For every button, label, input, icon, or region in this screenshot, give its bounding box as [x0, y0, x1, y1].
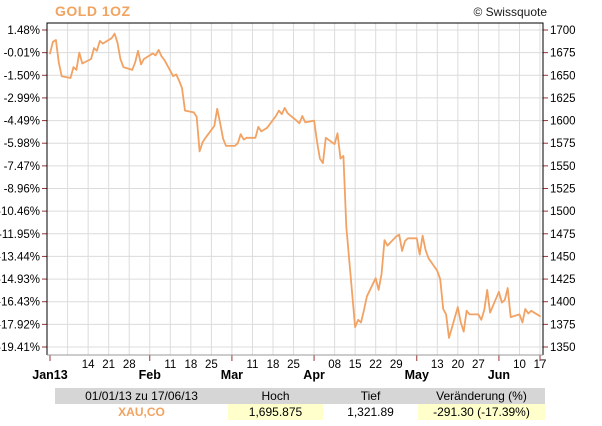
summary-value-row: XAU,CO 1,695.875 1,321.89 -291.30 (-17.3… [55, 404, 545, 420]
svg-text:1400: 1400 [550, 297, 576, 309]
svg-text:1450: 1450 [550, 251, 576, 263]
svg-text:-13.44%: -13.44% [0, 251, 40, 263]
chart-title: GOLD 1OZ [55, 3, 131, 19]
svg-text:Apr: Apr [303, 368, 325, 382]
svg-text:18: 18 [184, 359, 197, 371]
svg-text:1550: 1550 [550, 161, 576, 173]
svg-text:Mar: Mar [221, 368, 243, 382]
svg-text:21: 21 [102, 359, 115, 371]
change-value: -291.30 (-17.39%) [418, 404, 545, 420]
svg-text:-0.01%: -0.01% [4, 48, 40, 60]
svg-text:-8.96%: -8.96% [4, 184, 40, 196]
svg-text:1525: 1525 [550, 184, 576, 196]
svg-text:15: 15 [349, 359, 362, 371]
svg-text:08: 08 [328, 359, 341, 371]
svg-text:-4.49%: -4.49% [4, 116, 40, 128]
low-value: 1,321.89 [347, 405, 394, 419]
svg-text:10: 10 [513, 359, 526, 371]
svg-text:-19.41%: -19.41% [0, 342, 40, 354]
svg-text:1475: 1475 [550, 229, 576, 241]
svg-text:1700: 1700 [550, 25, 576, 37]
svg-text:-1.50%: -1.50% [4, 70, 40, 82]
low-label: Tief [323, 388, 418, 404]
svg-text:-10.46%: -10.46% [0, 206, 40, 218]
svg-text:-2.99%: -2.99% [4, 93, 40, 105]
svg-text:-5.98%: -5.98% [4, 138, 40, 150]
svg-text:-11.95%: -11.95% [0, 229, 40, 241]
svg-text:1425: 1425 [550, 274, 576, 286]
svg-text:14: 14 [82, 359, 95, 371]
svg-text:1650: 1650 [550, 70, 576, 82]
svg-text:25: 25 [205, 359, 218, 371]
svg-text:11: 11 [246, 359, 258, 371]
svg-text:17: 17 [534, 359, 547, 371]
svg-text:-7.47%: -7.47% [4, 161, 40, 173]
svg-text:27: 27 [472, 359, 485, 371]
svg-text:29: 29 [390, 359, 403, 371]
svg-text:28: 28 [123, 359, 136, 371]
svg-text:20: 20 [451, 359, 464, 371]
svg-text:25: 25 [287, 359, 300, 371]
svg-text:1350: 1350 [550, 342, 576, 354]
change-label: Veränderung (%) [418, 388, 545, 404]
gold-price-chart: 1.48% 1700 -0.01% 1675 -1.50% 1650 -2.99% 1625 -… [0, 22, 576, 382]
svg-text:-17.92%: -17.92% [0, 319, 40, 331]
svg-text:18: 18 [267, 359, 280, 371]
svg-text:13: 13 [431, 359, 444, 371]
svg-text:Jun: Jun [488, 368, 510, 382]
summary-table: 01/01/13 zu 17/06/13 Hoch Tief Veränderu… [55, 388, 545, 420]
svg-text:Feb: Feb [139, 368, 162, 382]
symbol-value: XAU,CO [118, 405, 165, 419]
period-label: 01/01/13 zu 17/06/13 [55, 388, 228, 404]
svg-text:1575: 1575 [550, 138, 576, 150]
summary-header-row: 01/01/13 zu 17/06/13 Hoch Tief Veränderu… [55, 388, 545, 404]
svg-text:-16.43%: -16.43% [0, 297, 40, 309]
svg-text:1500: 1500 [550, 206, 576, 218]
svg-text:1625: 1625 [550, 93, 576, 105]
svg-text:Jan13: Jan13 [32, 368, 67, 382]
svg-text:1675: 1675 [550, 48, 576, 60]
svg-text:May: May [405, 368, 429, 382]
svg-text:1600: 1600 [550, 116, 576, 128]
svg-text:22: 22 [369, 359, 382, 371]
svg-text:1375: 1375 [550, 319, 576, 331]
high-value: 1,695.875 [228, 404, 323, 420]
svg-text:11: 11 [164, 359, 176, 371]
svg-text:-14.93%: -14.93% [0, 274, 40, 286]
high-label: Hoch [228, 388, 323, 404]
copyright-label: © Swissquote [473, 5, 547, 19]
svg-text:1.48%: 1.48% [7, 25, 40, 37]
